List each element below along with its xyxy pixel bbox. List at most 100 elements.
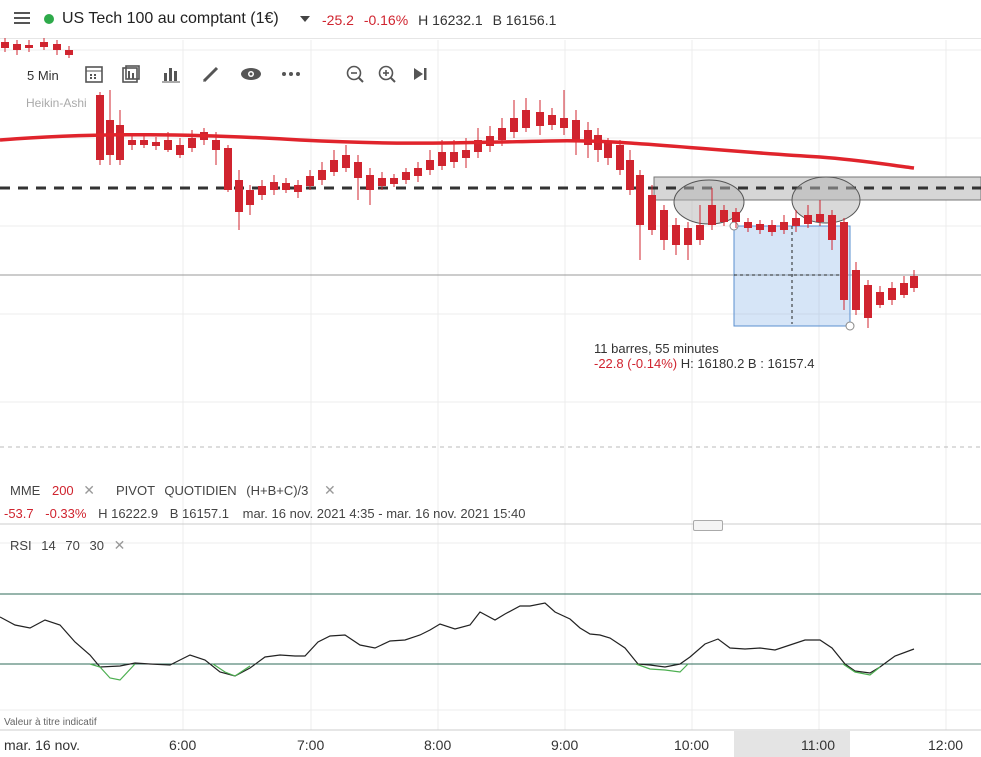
candle-body [235, 180, 243, 212]
chevron-down-icon[interactable] [300, 16, 310, 22]
candle-body [584, 130, 592, 145]
header-quote: -25.2 -0.16% H 16232.1 B 16156.1 [322, 12, 556, 28]
candle-body [684, 228, 692, 245]
candle-body [828, 215, 836, 240]
measure-handle-end[interactable] [845, 321, 855, 331]
candle-body [282, 183, 290, 190]
candle-body [522, 110, 530, 128]
candle-body [65, 50, 73, 55]
candle-body [438, 152, 446, 166]
candle-body [212, 140, 220, 150]
pencil-icon[interactable] [201, 64, 223, 86]
pivot-period: QUOTIDIEN [164, 483, 237, 498]
highlight-ellipse-2[interactable] [791, 176, 861, 224]
xaxis-tick: 7:00 [297, 737, 325, 753]
bar-chart-icon[interactable] [161, 64, 183, 86]
rsi-label: RSI [10, 538, 32, 553]
candle-body [548, 115, 556, 125]
candle-body [852, 270, 860, 310]
candle-body [106, 120, 114, 155]
skip-to-end-icon[interactable] [410, 64, 432, 86]
market-status-indicator [44, 14, 54, 24]
candle-body [1, 42, 9, 48]
candle-body [888, 288, 896, 300]
candle-body [164, 140, 172, 150]
more-icon[interactable] [280, 64, 302, 86]
layout-icon[interactable] [121, 64, 143, 86]
candle-body [744, 222, 752, 228]
xaxis-date-label: mar. 16 nov. [4, 737, 81, 753]
candle-body [152, 142, 160, 146]
candle-body [25, 45, 33, 48]
indicator-legend-rsi[interactable]: RSI 14 70 30 ✕ [10, 537, 125, 554]
timeframe-selector[interactable]: 5 Min [27, 68, 59, 83]
measure-duration: 11 barres, 55 minutes [594, 341, 719, 356]
candle-body [840, 222, 848, 300]
candle-body [402, 172, 410, 180]
xaxis-tick: 12:00 [928, 737, 964, 753]
candle-body [140, 140, 148, 145]
zoom-in-icon[interactable] [377, 64, 399, 86]
candle-body [604, 142, 612, 158]
candle-body [626, 160, 634, 190]
indicator-legend-pivot[interactable]: PIVOT QUOTIDIEN (H+B+C)/3 ✕ [116, 482, 336, 499]
instrument-name[interactable]: US Tech 100 au comptant (1€) [62, 10, 279, 27]
header-change: -25.2 [322, 12, 354, 28]
candle-body [53, 44, 61, 50]
candle-body [732, 212, 740, 222]
measure-change: -22.8 (-0.14%) [594, 356, 678, 371]
candle-body [330, 160, 338, 172]
candle-body [636, 175, 644, 225]
rsi-oversold-segment-2 [212, 663, 251, 677]
header-high: H 16232.1 [418, 12, 483, 28]
chart-style-label: Heikin-Ashi [26, 96, 87, 110]
panel-resize-handle[interactable] [693, 520, 723, 531]
eye-icon[interactable] [240, 64, 262, 86]
mme-period: 200 [51, 483, 74, 498]
candle-body [900, 283, 908, 295]
candle-body [270, 182, 278, 190]
stats-high: H 16222.9 [98, 506, 159, 521]
pivot-formula: (H+B+C)/3 [246, 483, 309, 498]
candle-body [768, 225, 776, 232]
close-icon[interactable]: ✕ [83, 482, 96, 498]
candle-body [560, 118, 568, 128]
candle-body [426, 160, 434, 170]
candles [1, 38, 918, 328]
xaxis-tick: 8:00 [424, 737, 452, 753]
zoom-out-icon[interactable] [345, 64, 367, 86]
rsi-oversold-segments [89, 663, 136, 681]
instrument-header: US Tech 100 au comptant (1€) -25.2 -0.16… [0, 0, 981, 39]
indicator-legend-mme[interactable]: MME 200 ✕ [10, 482, 95, 499]
measure-values: -22.8 (-0.14%) H: 16180.2 B : 16157.4 [594, 356, 814, 371]
rsi-line [0, 602, 915, 677]
candle-body [414, 168, 422, 176]
candle-body [572, 120, 580, 140]
close-icon[interactable]: ✕ [324, 482, 336, 498]
candle-body [176, 145, 184, 155]
header-change-pct: -0.16% [363, 12, 409, 28]
candle-body [13, 44, 21, 50]
close-icon[interactable]: ✕ [113, 537, 126, 553]
candle-body [696, 225, 704, 240]
measure-range: H: 16180.2 B : 16157.4 [680, 356, 815, 371]
disclaimer: Valeur à titre indicatif [4, 717, 97, 728]
xaxis-selection [734, 731, 850, 757]
xaxis-tick: 9:00 [551, 737, 579, 753]
candle-body [876, 292, 884, 305]
candle-body [648, 195, 656, 230]
candle-body [366, 175, 374, 190]
candle-body [864, 285, 872, 318]
candle-body [616, 145, 624, 170]
rsi-param-period: 14 [41, 538, 56, 553]
ema-line[interactable] [0, 132, 915, 170]
candle-body [188, 138, 196, 148]
measure-handle-start[interactable] [729, 221, 739, 231]
candle-body [224, 148, 232, 190]
stats-change: -53.7 [4, 506, 34, 521]
calendar-icon[interactable] [84, 64, 106, 86]
candle-body [780, 222, 788, 230]
menu-icon[interactable] [14, 12, 30, 24]
rsi-oversold-segment-3 [635, 663, 689, 673]
